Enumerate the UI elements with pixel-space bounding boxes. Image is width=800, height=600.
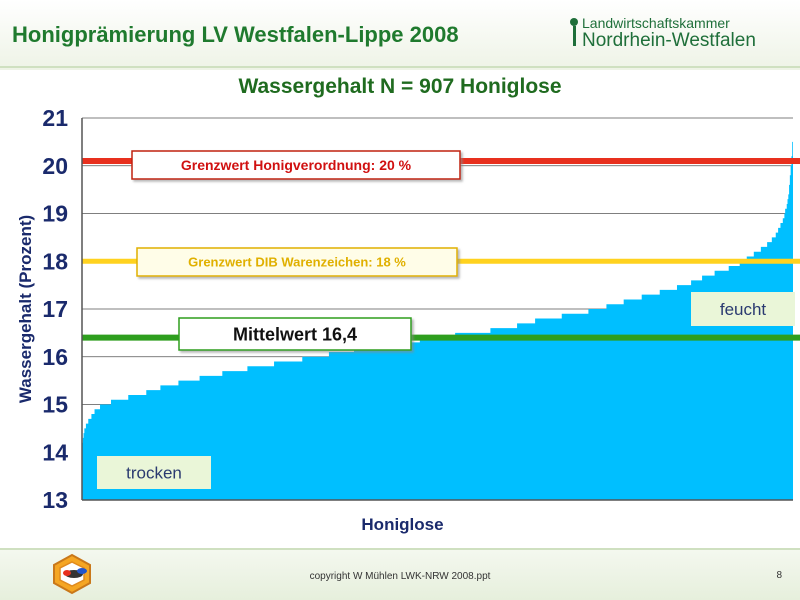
slide-footer bbox=[0, 550, 800, 600]
page-number: 8 bbox=[776, 570, 782, 581]
logo-dot-icon bbox=[570, 18, 578, 26]
x-axis-title: Honiglose bbox=[361, 515, 443, 534]
y-tick-label: 20 bbox=[42, 153, 68, 179]
annotation-box bbox=[691, 292, 795, 326]
y-tick-label: 15 bbox=[42, 392, 68, 418]
reference-label: Mittelwert 16,4 bbox=[233, 324, 357, 344]
reference-label: Grenzwert Honigverordnung: 20 % bbox=[181, 157, 412, 173]
logo-line2: Nordrhein-Westfalen bbox=[582, 30, 756, 51]
y-tick-label: 19 bbox=[42, 201, 68, 227]
slide-title: Honigprämierung LV Westfalen-Lippe 2008 bbox=[12, 22, 459, 47]
reference-label-box bbox=[178, 317, 412, 351]
reference-label-box bbox=[131, 150, 461, 180]
logo-line1: Landwirtschaftskammer bbox=[582, 15, 730, 31]
lwk-logo: Landwirtschaftskammer Nordrhein-Westfale… bbox=[568, 12, 793, 52]
y-tick-label: 14 bbox=[42, 439, 68, 465]
slide-header: Honigprämierung LV Westfalen-Lippe 2008 … bbox=[0, 0, 800, 70]
y-tick-label: 16 bbox=[42, 344, 68, 370]
logo-bar-icon bbox=[573, 26, 576, 46]
reference-label-box bbox=[136, 247, 458, 277]
header-divider bbox=[0, 66, 800, 68]
annotation-feucht: feucht bbox=[720, 300, 767, 319]
y-axis-title: Wassergehalt (Prozent) bbox=[16, 215, 35, 403]
y-tick-label: 21 bbox=[42, 105, 68, 131]
beekeeping-emblem-icon bbox=[53, 553, 91, 595]
water-content-area bbox=[82, 141, 793, 500]
y-tick-label: 18 bbox=[42, 248, 68, 274]
chart-title: Wassergehalt N = 907 Honiglose bbox=[238, 75, 562, 98]
y-tick-label: 17 bbox=[42, 296, 68, 322]
annotation-box bbox=[97, 456, 211, 489]
reference-label: Grenzwert DIB Warenzeichen: 18 % bbox=[188, 255, 406, 270]
copyright-text: copyright W Mühlen LWK-NRW 2008.ppt bbox=[309, 571, 491, 582]
footer-divider bbox=[0, 548, 800, 550]
annotation-trocken: trocken bbox=[126, 464, 182, 483]
y-tick-label: 13 bbox=[42, 487, 68, 513]
